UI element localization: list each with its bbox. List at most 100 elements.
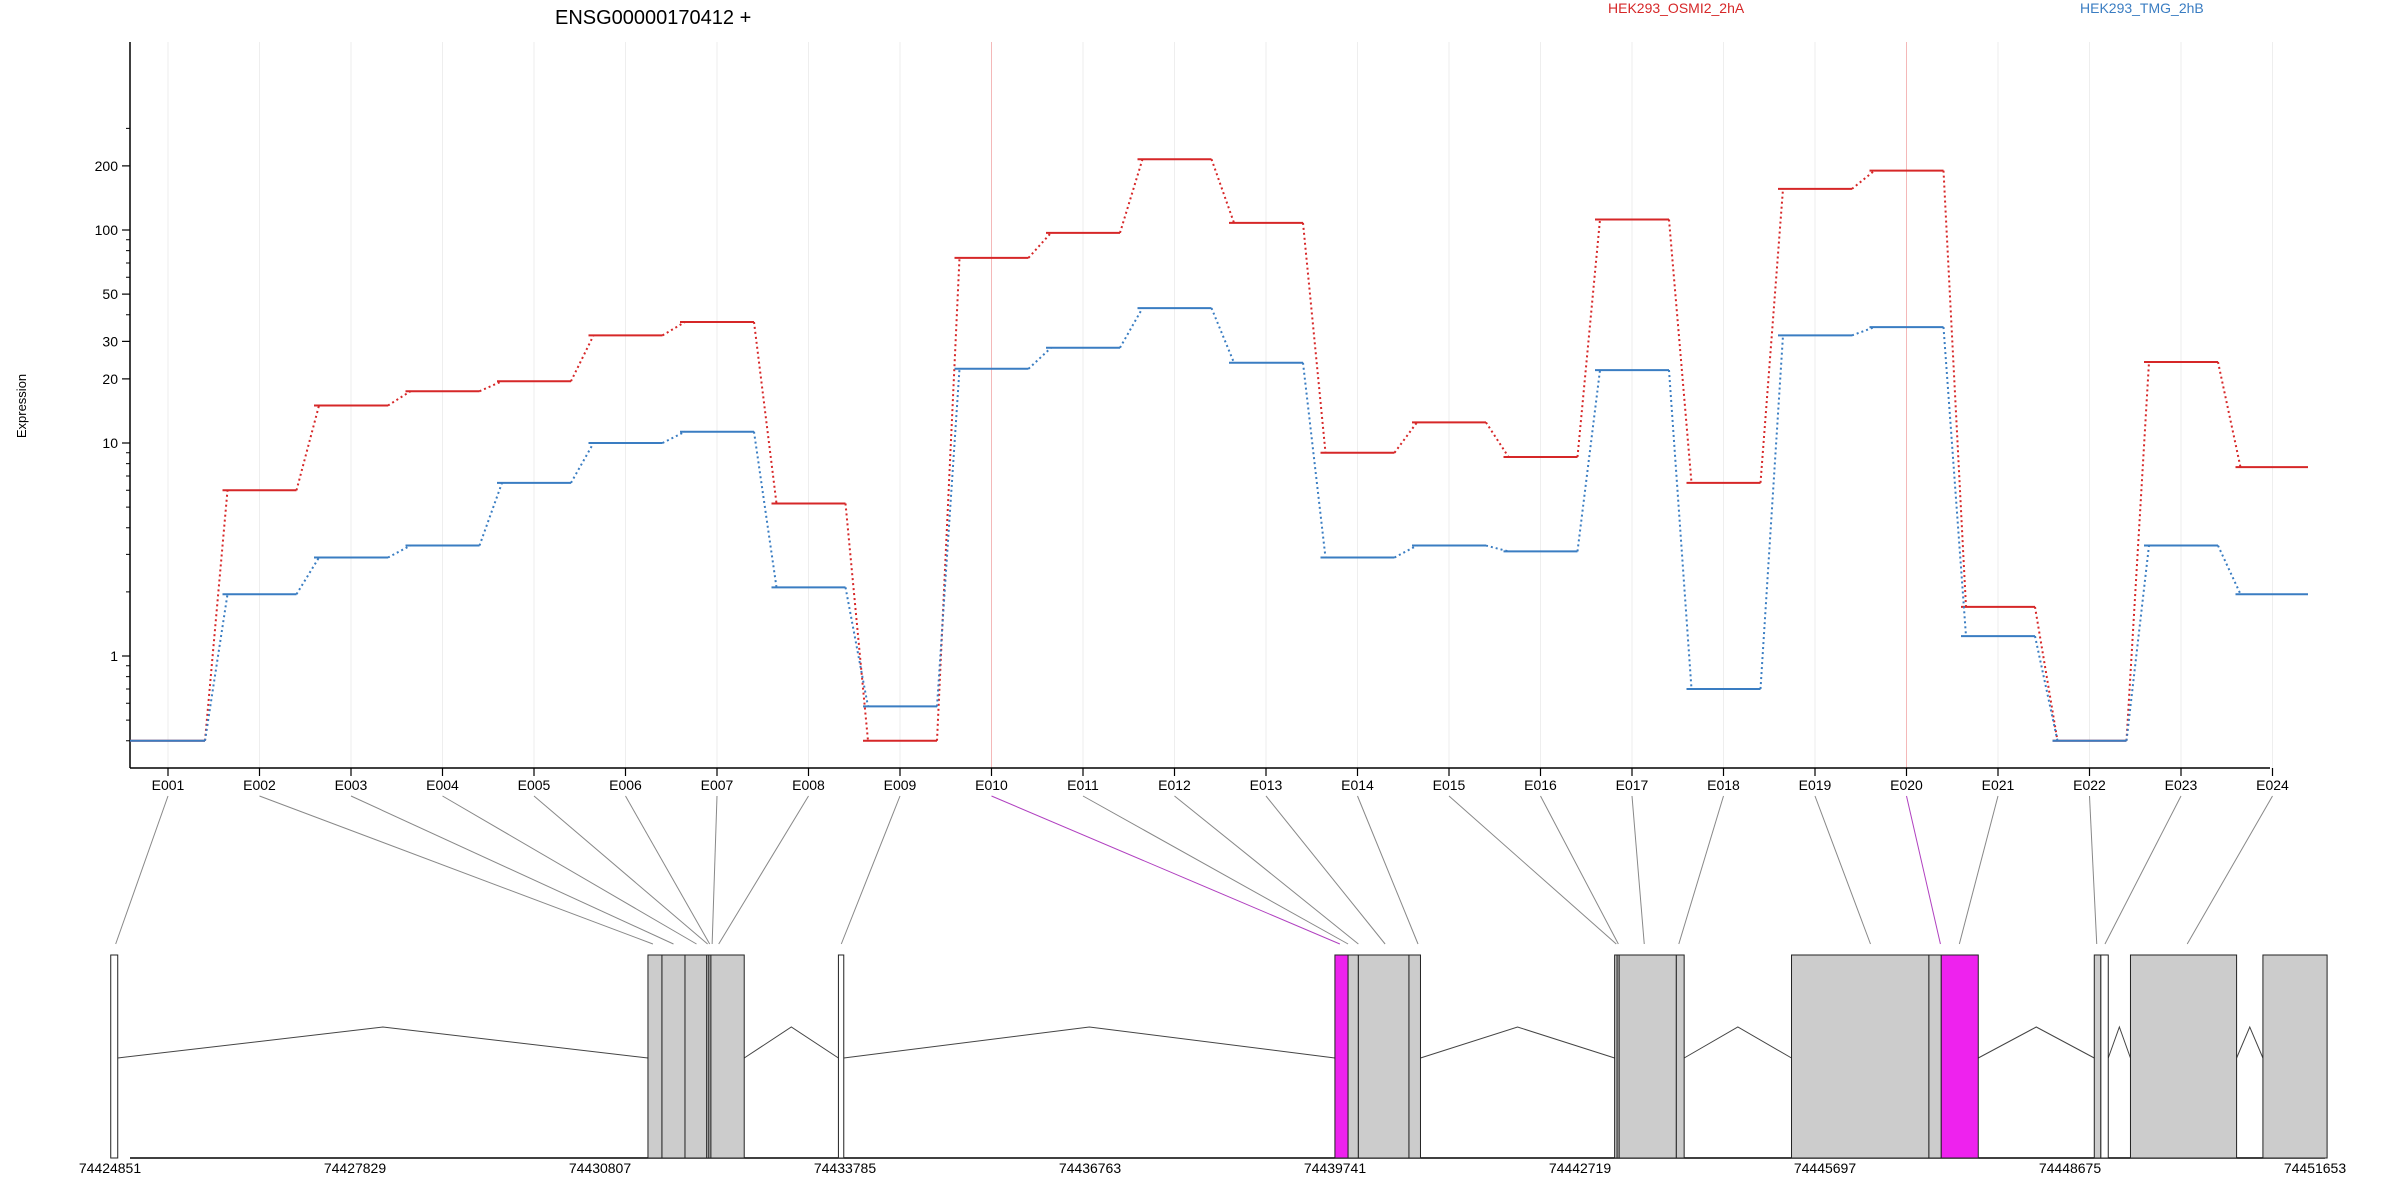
exon-connector: [1678, 795, 1724, 945]
series-transition: [1942, 327, 1967, 637]
series-transition: [1027, 232, 1052, 259]
series-transition: [662, 430, 686, 444]
series-2: [130, 307, 2308, 742]
x-tick-label: E019: [1799, 777, 1832, 793]
series-transition: [1851, 169, 1876, 190]
x-tick-label: E022: [2073, 777, 2106, 793]
exon-connector: [442, 795, 697, 945]
exon-connectors: [115, 795, 2273, 945]
y-tick-label: 30: [102, 333, 118, 349]
x-tick-label: E024: [2256, 777, 2289, 793]
x-tick-label: E015: [1433, 777, 1466, 793]
chart-title: ENSG00000170412 +: [555, 7, 751, 29]
exon-connector: [840, 795, 901, 945]
series-transition: [204, 490, 229, 741]
x-tick-label: E013: [1250, 777, 1283, 793]
series-transition: [2217, 545, 2242, 595]
exon-box: [661, 954, 686, 1159]
genomic-tick-label: 74442719: [1549, 1160, 1612, 1176]
junction: [117, 1026, 649, 1059]
x-tick-label: E017: [1616, 777, 1649, 793]
genomic-tick-label: 74436763: [1059, 1160, 1122, 1176]
x-tick-label: E020: [1890, 777, 1923, 793]
junction: [743, 1026, 839, 1059]
series-transition: [1393, 421, 1418, 454]
series-transition: [1759, 335, 1784, 690]
series-transition: [1942, 170, 1967, 607]
exon-connector: [259, 795, 654, 945]
series-transition: [753, 431, 778, 588]
x-tick-label: E001: [152, 777, 185, 793]
exon-connector: [115, 795, 169, 945]
exon-box: [1928, 954, 1942, 1159]
exon-connector: [533, 795, 708, 945]
vertical-grid: [167, 42, 2273, 768]
y-tick-label: 10: [102, 435, 118, 451]
series-transition: [570, 442, 595, 484]
exon-box: [1408, 954, 1421, 1159]
exon-box: [1791, 954, 1930, 1159]
y-tick-label: 50: [102, 286, 118, 302]
series-transition: [478, 482, 503, 546]
series-transition: [295, 556, 320, 595]
exon-connector: [1540, 795, 1619, 945]
genomic-tick-label: 74445697: [1794, 1160, 1857, 1176]
exon-connector: [350, 795, 674, 945]
exon-connector: [1631, 795, 1645, 945]
junction: [2107, 1025, 2131, 1059]
x-tick-label: E012: [1158, 777, 1191, 793]
exon-connector: [1958, 795, 1999, 945]
legend-series-2: HEK293_TMG_2hB: [2080, 0, 2204, 16]
x-tick-label: E006: [609, 777, 642, 793]
series-transition: [1485, 421, 1510, 458]
series-transition: [1119, 158, 1144, 234]
series-transition: [936, 257, 961, 741]
series-transition: [2034, 635, 2059, 741]
series-transition: [844, 587, 869, 707]
series-transition: [1210, 307, 1235, 364]
series-lines: [130, 158, 2308, 742]
exon-box: [110, 954, 119, 1159]
series-transition: [1576, 219, 1601, 458]
axes: 1 10 20 30 50 100 200 E001 E002 E003 E004 E005 E006 E…: [95, 42, 2289, 793]
x-tick-label: E002: [243, 777, 276, 793]
x-tick-label: E008: [792, 777, 825, 793]
series-transition: [936, 368, 961, 707]
x-tick-label: E014: [1341, 777, 1374, 793]
exon-box: [1618, 954, 1677, 1159]
y-axis-label: Expression: [14, 374, 29, 438]
series-transition: [387, 390, 412, 407]
exon-box: [710, 954, 745, 1159]
series-transition: [1027, 347, 1052, 370]
exon-connector: [2104, 795, 2182, 945]
x-tick-label: E007: [701, 777, 734, 793]
junction: [2236, 1025, 2264, 1059]
exon-box: [1347, 954, 1359, 1159]
exon-box: [2262, 954, 2328, 1159]
y-tick-label: 20: [102, 371, 118, 387]
exon-box: [1357, 954, 1410, 1159]
genomic-tick-label: 74433785: [814, 1160, 877, 1176]
exon-box: [1334, 954, 1349, 1159]
x-tick-label: E003: [335, 777, 368, 793]
exon-connector: [1265, 795, 1386, 945]
x-tick-label: E009: [884, 777, 917, 793]
exon-connector: [1906, 795, 1941, 945]
genomic-tick-label: 74451653: [2284, 1160, 2347, 1176]
exon-connector: [1082, 795, 1349, 945]
series-transition: [2125, 361, 2150, 741]
genomic-tick-label: 74427829: [324, 1160, 387, 1176]
series-transition: [2217, 361, 2242, 468]
junction: [1683, 1026, 1792, 1059]
series-transition: [1394, 544, 1418, 559]
series-transition: [1210, 158, 1235, 224]
exon-connector: [1814, 795, 1871, 945]
series-transition: [1485, 544, 1509, 553]
series-transition: [387, 544, 411, 559]
x-tick-label: E010: [975, 777, 1008, 793]
series-transition: [1119, 307, 1144, 349]
series-transition: [479, 380, 503, 393]
exon-box: [1940, 954, 1979, 1159]
exon-connector: [991, 795, 1341, 945]
